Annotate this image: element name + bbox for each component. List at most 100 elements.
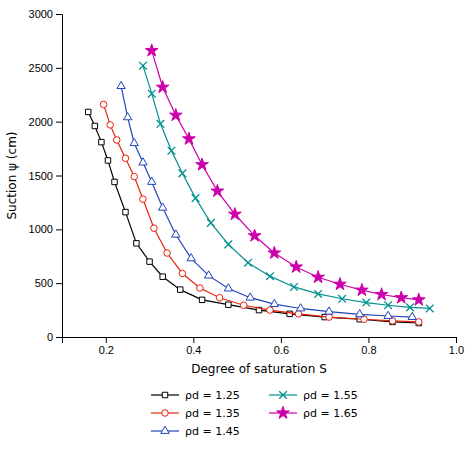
series-marker <box>151 225 158 232</box>
series-line <box>121 86 412 317</box>
legend-item: ρd = 1.45 <box>151 425 240 438</box>
series-marker <box>244 259 252 267</box>
legend-item: ρd = 1.65 <box>269 406 358 420</box>
series-marker <box>408 312 416 319</box>
y-axis-tick-label: 2000 <box>29 116 53 128</box>
x-axis-tick-label: 0.4 <box>186 344 201 356</box>
series-marker <box>145 44 158 56</box>
legend-item: ρd = 1.25 <box>151 389 240 402</box>
x-axis-title: Degree of saturation S <box>191 362 327 376</box>
series-marker <box>164 250 171 257</box>
series-marker <box>226 302 231 307</box>
y-axis-tick: 1000 <box>29 223 62 235</box>
legend-swatch-marker <box>277 406 290 418</box>
series-marker <box>147 259 152 264</box>
series-layer <box>86 44 434 326</box>
x-axis-tick-mark <box>456 337 457 343</box>
series-marker <box>100 101 107 108</box>
x-axis-tick-mark <box>368 337 369 343</box>
x-axis-tick-mark <box>193 337 194 343</box>
series-marker <box>157 120 165 128</box>
series-line <box>152 51 419 300</box>
series-marker <box>211 184 224 196</box>
series-marker <box>197 285 204 292</box>
series-marker <box>384 311 392 318</box>
series-marker <box>131 173 138 180</box>
legend-swatch-marker <box>162 410 169 417</box>
series-marker <box>177 287 182 292</box>
series-marker <box>406 304 414 312</box>
x-axis-tick-label: 0.2 <box>99 344 114 356</box>
series-marker <box>86 109 91 114</box>
y-axis: 050010001500200025003000 <box>29 8 63 343</box>
y-axis-line <box>56 15 63 338</box>
series-marker <box>148 177 156 184</box>
legend-item: ρd = 1.35 <box>151 407 240 420</box>
series-marker <box>168 147 176 155</box>
y-axis-tick-label: 2500 <box>29 62 53 74</box>
y-axis-tick-label: 1000 <box>29 223 53 235</box>
y-axis-tick: 1500 <box>29 170 62 182</box>
series-marker <box>384 301 392 309</box>
series-marker <box>375 288 388 300</box>
series-marker <box>295 311 302 318</box>
y-axis-tick: 2000 <box>29 116 62 128</box>
legend-label: ρd = 1.35 <box>185 407 240 420</box>
series-marker <box>334 278 347 290</box>
x-axis-tick: 0.8 <box>361 337 376 356</box>
series-marker <box>172 230 180 237</box>
series-marker <box>107 122 114 129</box>
series-marker <box>204 271 212 278</box>
series-marker <box>426 305 434 313</box>
legend-label: ρd = 1.25 <box>185 389 240 402</box>
plot-area: 0.20.40.60.81.0050010001500200025003000D… <box>5 8 464 376</box>
y-axis-tick-mark <box>56 176 62 177</box>
series-line <box>143 66 430 309</box>
series-marker <box>395 291 408 303</box>
series-marker <box>267 307 274 314</box>
series <box>139 62 433 312</box>
x-axis-line <box>63 338 457 344</box>
series-marker <box>225 241 233 249</box>
series <box>117 81 416 319</box>
series-marker <box>199 297 204 302</box>
series-marker <box>270 299 278 306</box>
y-axis-tick-mark <box>56 337 62 338</box>
series-marker <box>246 293 254 300</box>
series-marker <box>179 270 186 277</box>
series-marker <box>179 170 187 178</box>
series-marker <box>148 90 156 98</box>
series-marker <box>325 307 333 314</box>
series-marker <box>326 314 333 321</box>
series-marker <box>124 113 132 120</box>
series-marker <box>130 138 138 145</box>
series-marker <box>362 299 370 307</box>
y-axis-tick-mark <box>56 14 62 15</box>
legend-swatch-marker <box>279 391 287 399</box>
series-marker <box>113 137 120 144</box>
series-marker <box>105 158 110 163</box>
y-axis-title: Suction ψ (cm) <box>5 131 19 219</box>
series-marker <box>268 246 281 258</box>
series-marker <box>139 158 147 165</box>
y-axis-tick-mark <box>56 68 62 69</box>
series-marker <box>117 81 125 88</box>
legend-label: ρd = 1.55 <box>303 389 358 402</box>
series-marker <box>140 196 147 203</box>
series-marker <box>187 254 195 261</box>
chart-container: 0.20.40.60.81.0050010001500200025003000D… <box>0 0 474 459</box>
series-marker <box>183 132 196 144</box>
series-marker <box>296 304 304 311</box>
series-marker <box>192 194 200 202</box>
x-axis-tick: 0.4 <box>186 337 201 356</box>
series-marker <box>216 294 223 301</box>
series-marker <box>314 290 322 298</box>
x-axis-tick: 1.0 <box>449 337 464 356</box>
series-marker <box>312 271 325 283</box>
series-line <box>104 104 419 321</box>
series-marker <box>229 208 242 220</box>
series <box>100 101 422 325</box>
series-marker <box>134 241 139 246</box>
y-axis-tick: 2500 <box>29 62 62 74</box>
x-axis-tick: 0.6 <box>274 337 289 356</box>
